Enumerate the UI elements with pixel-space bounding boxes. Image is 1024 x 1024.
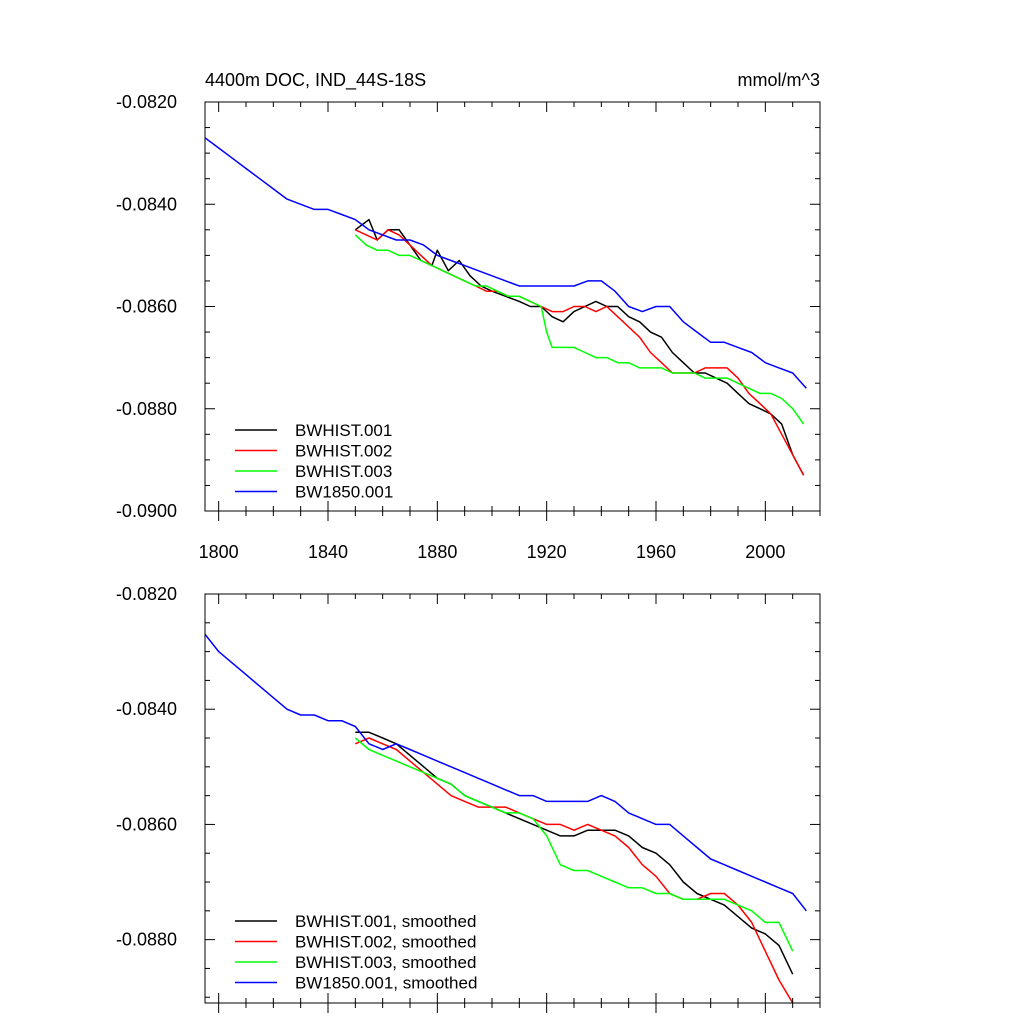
bottom-legend-label-2: BWHIST.002, smoothed xyxy=(295,933,476,952)
bottom-legend-label-1: BWHIST.001, smoothed xyxy=(295,912,476,931)
top-y-tick-label: -0.0900 xyxy=(116,501,177,521)
top-series-line-4 xyxy=(204,137,807,389)
top-plot-frame xyxy=(204,101,821,512)
top-x-tick-label: 1840 xyxy=(308,542,348,562)
top-chart-units: mmol/m^3 xyxy=(738,70,820,90)
bottom-y-tick-label: -0.0840 xyxy=(116,699,177,719)
bottom-series-line-1 xyxy=(355,731,794,975)
bottom-plot-frame xyxy=(204,593,821,1004)
top-y-tick-label: -0.0880 xyxy=(116,399,177,419)
top-y-tick-label: -0.0820 xyxy=(116,92,177,112)
bottom-axis-ticks: -0.0820 -0.0840 -0.0860 -0.0880 xyxy=(116,584,821,1013)
top-legend-label-3: BWHIST.003 xyxy=(295,462,392,481)
bottom-panel: -0.0820 -0.0840 -0.0860 -0.0880 BWHIST.001,… xyxy=(116,584,821,1013)
top-series-line-3 xyxy=(354,234,805,425)
bottom-legend-label-4: BW1850.001, smoothed xyxy=(295,974,477,993)
bottom-y-tick-label: -0.0820 xyxy=(116,584,177,604)
top-y-tick-label: -0.0860 xyxy=(116,297,177,317)
top-series-group xyxy=(204,137,807,476)
top-x-tick-label: 1920 xyxy=(527,542,567,562)
bottom-legend: BWHIST.001, smoothed BWHIST.002, smoothed… xyxy=(235,912,477,993)
top-x-tick-label: 2000 xyxy=(745,542,785,562)
top-legend-label-1: BWHIST.001 xyxy=(295,421,392,440)
top-axis-ticks: -0.0820 -0.0840 -0.0860 -0.0880 -0.0900 1800 1… xyxy=(116,92,821,562)
bottom-legend-label-3: BWHIST.003, smoothed xyxy=(295,953,476,972)
bottom-series-line-3 xyxy=(354,737,794,952)
top-legend-label-4: BW1850.001 xyxy=(295,483,393,502)
top-series-line-2 xyxy=(354,229,805,476)
bottom-y-tick-label: -0.0880 xyxy=(116,930,177,950)
bottom-y-tick-label: -0.0860 xyxy=(116,814,177,834)
top-y-tick-label: -0.0840 xyxy=(116,194,177,214)
top-x-tick-label: 1800 xyxy=(199,542,239,562)
top-panel: 4400m DOC, IND_44S-18S mmol/m^3 -0.0820-… xyxy=(116,70,821,562)
top-x-tick-label: 1960 xyxy=(636,542,676,562)
top-x-tick-label: 1880 xyxy=(417,542,457,562)
bottom-series-group xyxy=(204,633,807,1004)
bottom-series-line-4 xyxy=(204,633,807,912)
top-chart-title: 4400m DOC, IND_44S-18S xyxy=(205,70,426,91)
bottom-series-line-2 xyxy=(355,737,794,1004)
top-legend-label-2: BWHIST.002 xyxy=(295,442,392,461)
